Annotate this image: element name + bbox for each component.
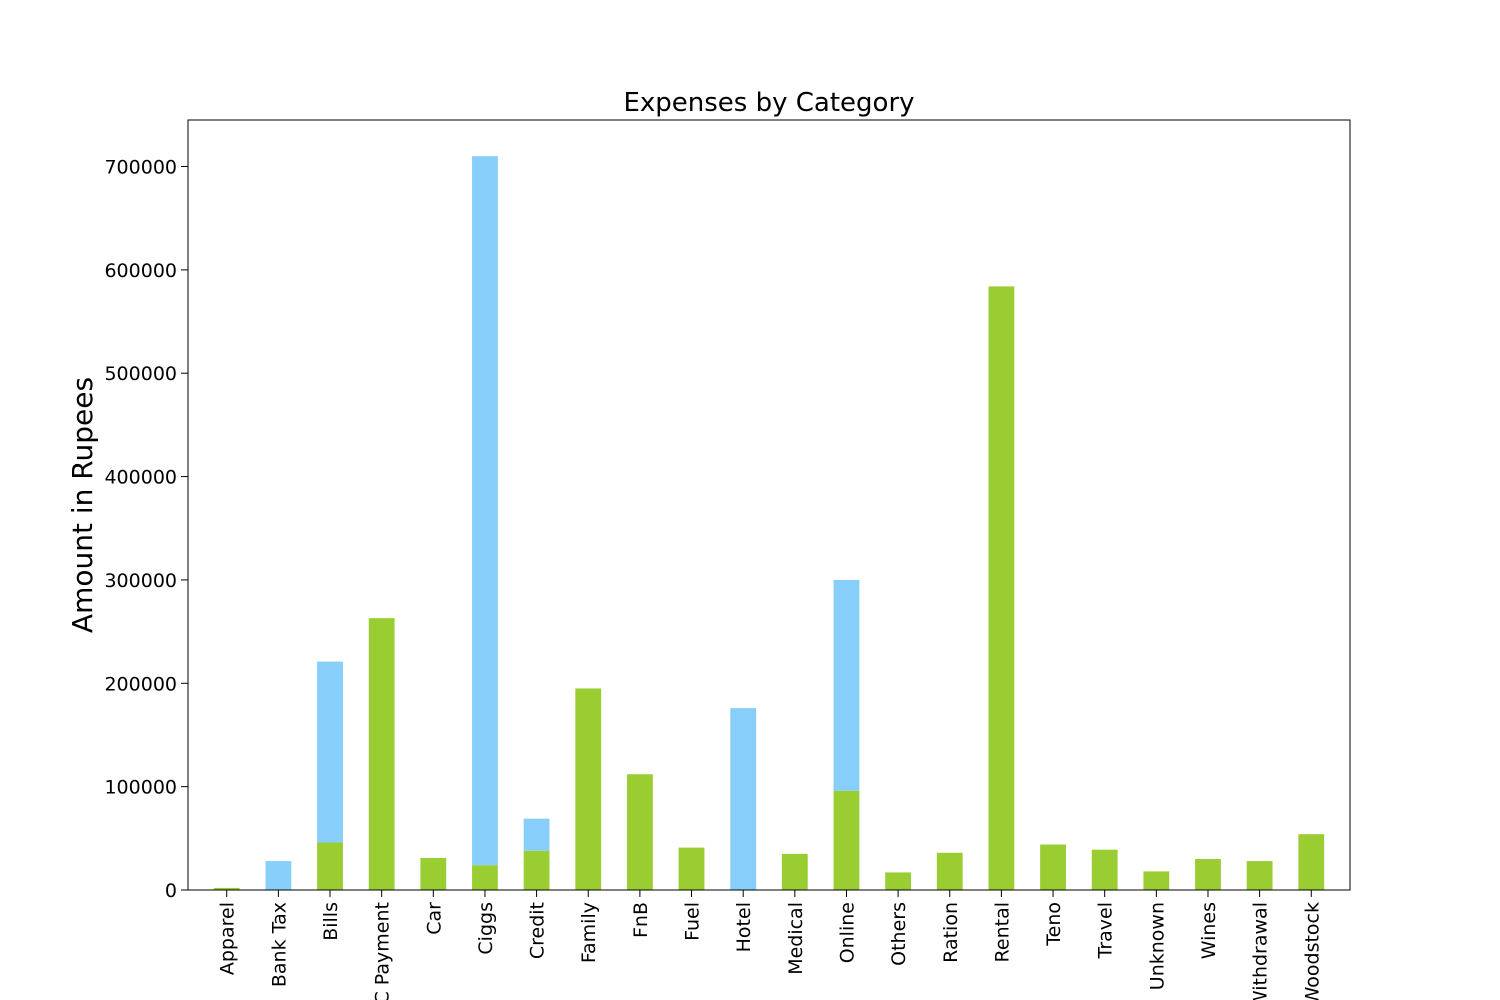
x-tick-label: CC Payment [372, 902, 394, 1000]
x-axis: Apparel Bank Tax Bills CC Payment Car Ciggs Cr… [217, 890, 1323, 1000]
x-tick-label: Rental [991, 902, 1013, 962]
x-tick-label: Bank Tax [268, 902, 290, 987]
y-axis: 0 100000 200000 300000 400000 500000 600000 700… [104, 157, 188, 902]
x-tick-label: Hotel [733, 902, 755, 952]
x-tick-label: Car [423, 902, 445, 935]
x-tick-label: Bills [320, 902, 342, 941]
x-tick-label: Wines [1198, 902, 1220, 959]
bar-bills-series-1 [317, 842, 343, 890]
x-tick-label: Medical [785, 902, 807, 975]
bar-others-series-1 [885, 872, 912, 890]
plot-frame [187, 119, 1351, 891]
x-tick-label: Travel [1095, 902, 1117, 959]
bar-apparel-series-1 [213, 887, 240, 890]
bar-ciggs-series-1 [472, 865, 498, 890]
x-tick-label: Woodstock [1301, 902, 1323, 1000]
x-tick-label: Family [578, 902, 600, 963]
x-tick-label: Apparel [217, 902, 239, 975]
y-tick-label: 200000 [104, 673, 177, 695]
y-tick-label: 600000 [104, 260, 177, 282]
bar-online-series-1 [833, 790, 860, 890]
bar-medical-series-1 [781, 853, 808, 890]
y-tick-label: 400000 [104, 467, 177, 489]
bar-cc-payment-series-1 [368, 618, 395, 890]
bar-credit-series-2 [523, 818, 550, 851]
x-tick-label: Fuel [682, 902, 704, 941]
bar-credit-series-1 [523, 850, 550, 890]
bar-woodstock-series-1 [1298, 834, 1325, 890]
bar-teno-series-1 [1040, 844, 1066, 890]
y-tick-label: 500000 [104, 363, 177, 385]
x-tick-label: FnB [630, 902, 652, 938]
bar-hotel-series-2 [730, 708, 757, 890]
y-tick-label: 100000 [104, 777, 177, 799]
x-tick-label: Online [836, 902, 858, 963]
bar-rental-series-1 [988, 286, 1015, 890]
x-tick-label: Withdrawal [1250, 902, 1272, 1000]
chart-title: Expenses by Category [623, 88, 914, 118]
bar-car-series-1 [420, 857, 447, 890]
bar-withdrawal-series-1 [1246, 861, 1273, 890]
bar-online-series-2 [833, 579, 860, 791]
y-tick-label: 0 [165, 880, 177, 902]
y-tick-label: 300000 [104, 570, 177, 592]
bar-bank-tax-series-2 [265, 861, 292, 890]
x-tick-label: Teno [1043, 902, 1065, 947]
y-axis-label: Amount in Rupees [66, 377, 99, 633]
x-tick-label: Credit [527, 902, 549, 959]
bar-travel-series-1 [1091, 849, 1118, 890]
x-tick-label: Ciggs [475, 902, 497, 955]
bar-bills-series-2 [317, 661, 343, 843]
bar-fuel-series-1 [678, 847, 705, 890]
bar-wines-series-1 [1195, 858, 1221, 890]
bar-fnb-series-1 [626, 774, 653, 890]
y-tick-label: 700000 [104, 157, 177, 179]
x-tick-label: Others [888, 902, 910, 966]
plot-area [213, 156, 1325, 890]
bar-ciggs-series-2 [472, 156, 498, 866]
bar-family-series-1 [575, 688, 602, 890]
x-tick-label: Ration [940, 902, 962, 963]
x-tick-label: Unknown [1146, 902, 1168, 990]
bar-unknown-series-1 [1143, 871, 1170, 890]
bar-ration-series-1 [936, 852, 963, 890]
